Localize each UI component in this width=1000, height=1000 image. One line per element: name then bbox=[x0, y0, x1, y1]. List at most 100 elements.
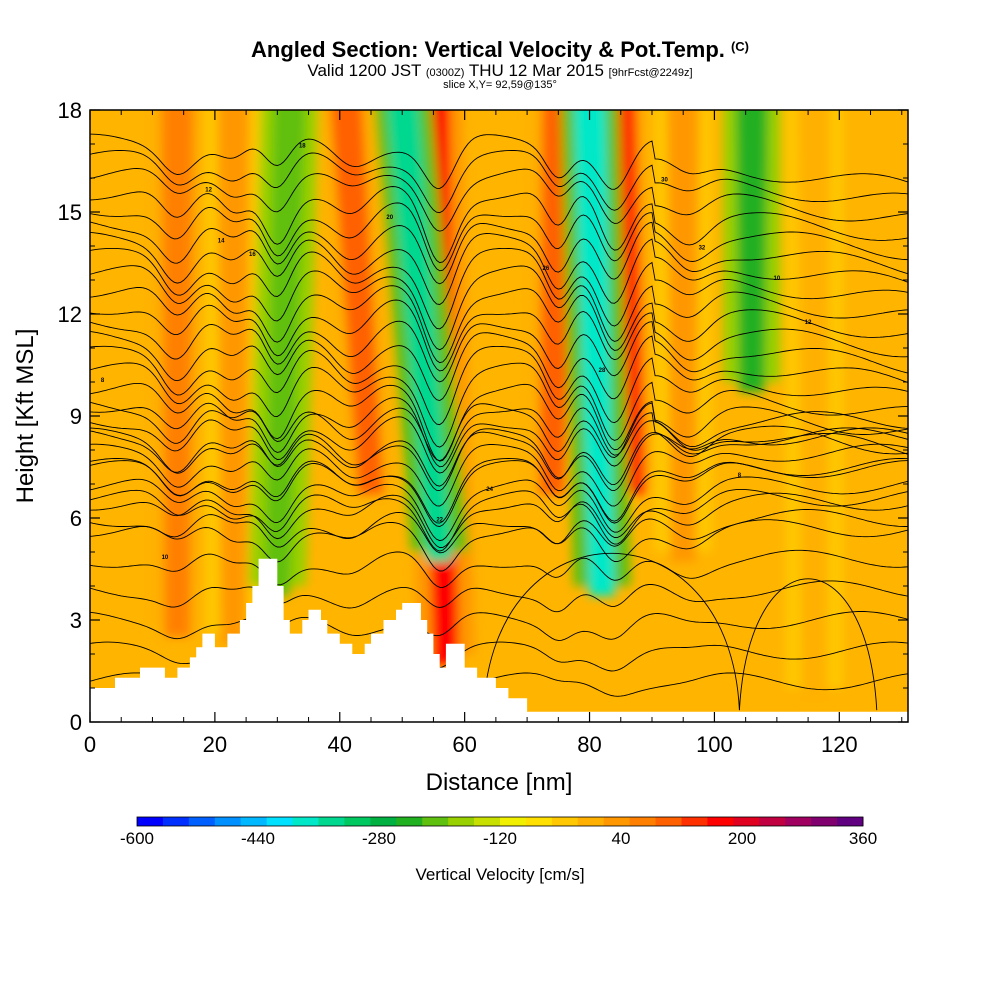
colorbar-tick-label: 360 bbox=[849, 829, 877, 848]
isentrope bbox=[90, 580, 908, 613]
y-tick-label: 9 bbox=[70, 404, 82, 429]
contour-label: 8 bbox=[101, 378, 105, 384]
contour-label: 32 bbox=[699, 245, 706, 251]
updraft-band bbox=[330, 110, 384, 494]
isentrope bbox=[90, 168, 908, 232]
isentrope bbox=[90, 382, 908, 462]
colorbar-swatch bbox=[344, 817, 371, 826]
colorbar-swatch bbox=[474, 817, 501, 826]
colorbar-swatch bbox=[837, 817, 864, 826]
colorbar-swatch bbox=[318, 817, 345, 826]
colorbar-frame bbox=[136, 816, 864, 827]
colorbar-tick-label: -440 bbox=[241, 829, 275, 848]
colorbar-swatch bbox=[733, 817, 760, 826]
contour-label: 18 bbox=[299, 143, 306, 149]
isentrope bbox=[90, 320, 908, 383]
colorbar-swatch bbox=[137, 817, 164, 826]
contour-label: 30 bbox=[661, 177, 668, 183]
contour-label: 10 bbox=[162, 555, 169, 561]
isentrope bbox=[90, 488, 908, 552]
subtitle-date: THU 12 Mar 2015 bbox=[468, 61, 604, 80]
contour-label: 14 bbox=[218, 239, 225, 245]
x-axis: 0 20 40 60 80 100 120 bbox=[84, 110, 903, 757]
isentrope bbox=[90, 265, 908, 351]
colorbar: -600 -440 -280 -120 40 200 360 bbox=[120, 816, 877, 848]
y-tick-label: 18 bbox=[58, 98, 82, 123]
isentrope bbox=[90, 299, 908, 372]
colorbar-swatch bbox=[681, 817, 708, 826]
colorbar-swatch bbox=[525, 817, 553, 826]
x-tick-label: 60 bbox=[452, 732, 476, 757]
colorbar-swatch bbox=[785, 817, 812, 826]
isentrope bbox=[90, 443, 908, 507]
colorbar-swatch bbox=[603, 817, 631, 826]
contour-label: 22 bbox=[436, 517, 443, 523]
y-tick-label: 12 bbox=[58, 302, 82, 327]
contour-label: 26 bbox=[542, 266, 549, 272]
colorbar-swatch bbox=[396, 817, 423, 826]
isentrope bbox=[90, 519, 908, 572]
isentrope bbox=[90, 221, 908, 285]
isentrope bbox=[90, 285, 908, 364]
colorbar-swatch bbox=[629, 817, 657, 826]
colorbar-swatch bbox=[240, 817, 268, 826]
y-axis: 0 3 6 9 12 15 18 bbox=[58, 98, 908, 735]
isentrope bbox=[90, 476, 908, 542]
contour-label: 24 bbox=[486, 487, 493, 493]
isentrope bbox=[90, 186, 908, 264]
colorbar-swatch bbox=[188, 817, 216, 826]
isentrope bbox=[90, 411, 908, 474]
isentrope bbox=[90, 150, 908, 214]
isentrope bbox=[90, 401, 908, 462]
colorbar-tick-label: 200 bbox=[728, 829, 756, 848]
colorbar-swatch bbox=[707, 817, 734, 826]
colorbar-tick-label: -120 bbox=[483, 829, 517, 848]
isentrope bbox=[90, 549, 908, 588]
x-tick-label: 0 bbox=[84, 732, 96, 757]
x-tick-label: 120 bbox=[821, 732, 858, 757]
contour-label: 8 bbox=[738, 473, 742, 479]
downdraft-band bbox=[387, 110, 453, 562]
isentrope bbox=[90, 509, 908, 554]
chart-subtitle: Valid 1200 JST (0300Z) THU 12 Mar 2015 [… bbox=[0, 61, 1000, 81]
colorbar-tick-label: -280 bbox=[362, 829, 396, 848]
colorbar-swatch bbox=[551, 817, 579, 826]
isentrope bbox=[90, 397, 908, 468]
chart-title-units: (C) bbox=[730, 39, 749, 54]
isentrope bbox=[90, 427, 908, 492]
colorbar-swatch bbox=[655, 817, 682, 826]
downdraft-band bbox=[736, 110, 768, 392]
chart-slice-info: slice X,Y= 92,59@135° bbox=[443, 79, 557, 91]
subtitle-valid: Valid 1200 JST bbox=[307, 61, 422, 80]
isentrope bbox=[90, 492, 908, 548]
isentrope bbox=[90, 460, 908, 527]
x-tick-label: 40 bbox=[328, 732, 352, 757]
colorbar-swatch bbox=[500, 817, 527, 826]
colorbar-swatch bbox=[162, 817, 190, 826]
contour-label: 10 bbox=[774, 276, 781, 282]
colorbar-tick-label: 40 bbox=[612, 829, 631, 848]
contour-label: 28 bbox=[599, 368, 606, 374]
updraft-band bbox=[667, 110, 700, 562]
subtitle-utc: (0300Z) bbox=[425, 67, 465, 79]
contour-label: 20 bbox=[386, 215, 393, 221]
updraft-band bbox=[161, 110, 194, 637]
downdraft-band bbox=[573, 110, 615, 596]
chart-title: Angled Section: Vertical Velocity & Pot.… bbox=[0, 37, 1000, 63]
y-tick-label: 0 bbox=[70, 710, 82, 735]
colorbar-swatch bbox=[266, 817, 294, 826]
colorbar-swatch bbox=[577, 817, 605, 826]
isentrope bbox=[90, 611, 908, 641]
colorbar-title: Vertical Velocity [cm/s] bbox=[415, 865, 584, 884]
colorbar-swatch bbox=[448, 817, 475, 826]
vertical-velocity-field: 8 10 12 14 16 18 20 22 24 26 28 30 32 8 10 12 bbox=[90, 110, 908, 722]
x-tick-label: 80 bbox=[577, 732, 601, 757]
colorbar-swatch bbox=[811, 817, 838, 826]
isentrope bbox=[90, 362, 908, 448]
isentrope bbox=[90, 247, 908, 330]
y-axis-title: Height [Kft MSL] bbox=[12, 329, 39, 504]
updraft-band bbox=[798, 110, 831, 698]
subtitle-forecast: [9hrFcst@2249z] bbox=[608, 67, 693, 79]
isentrope bbox=[90, 133, 908, 190]
